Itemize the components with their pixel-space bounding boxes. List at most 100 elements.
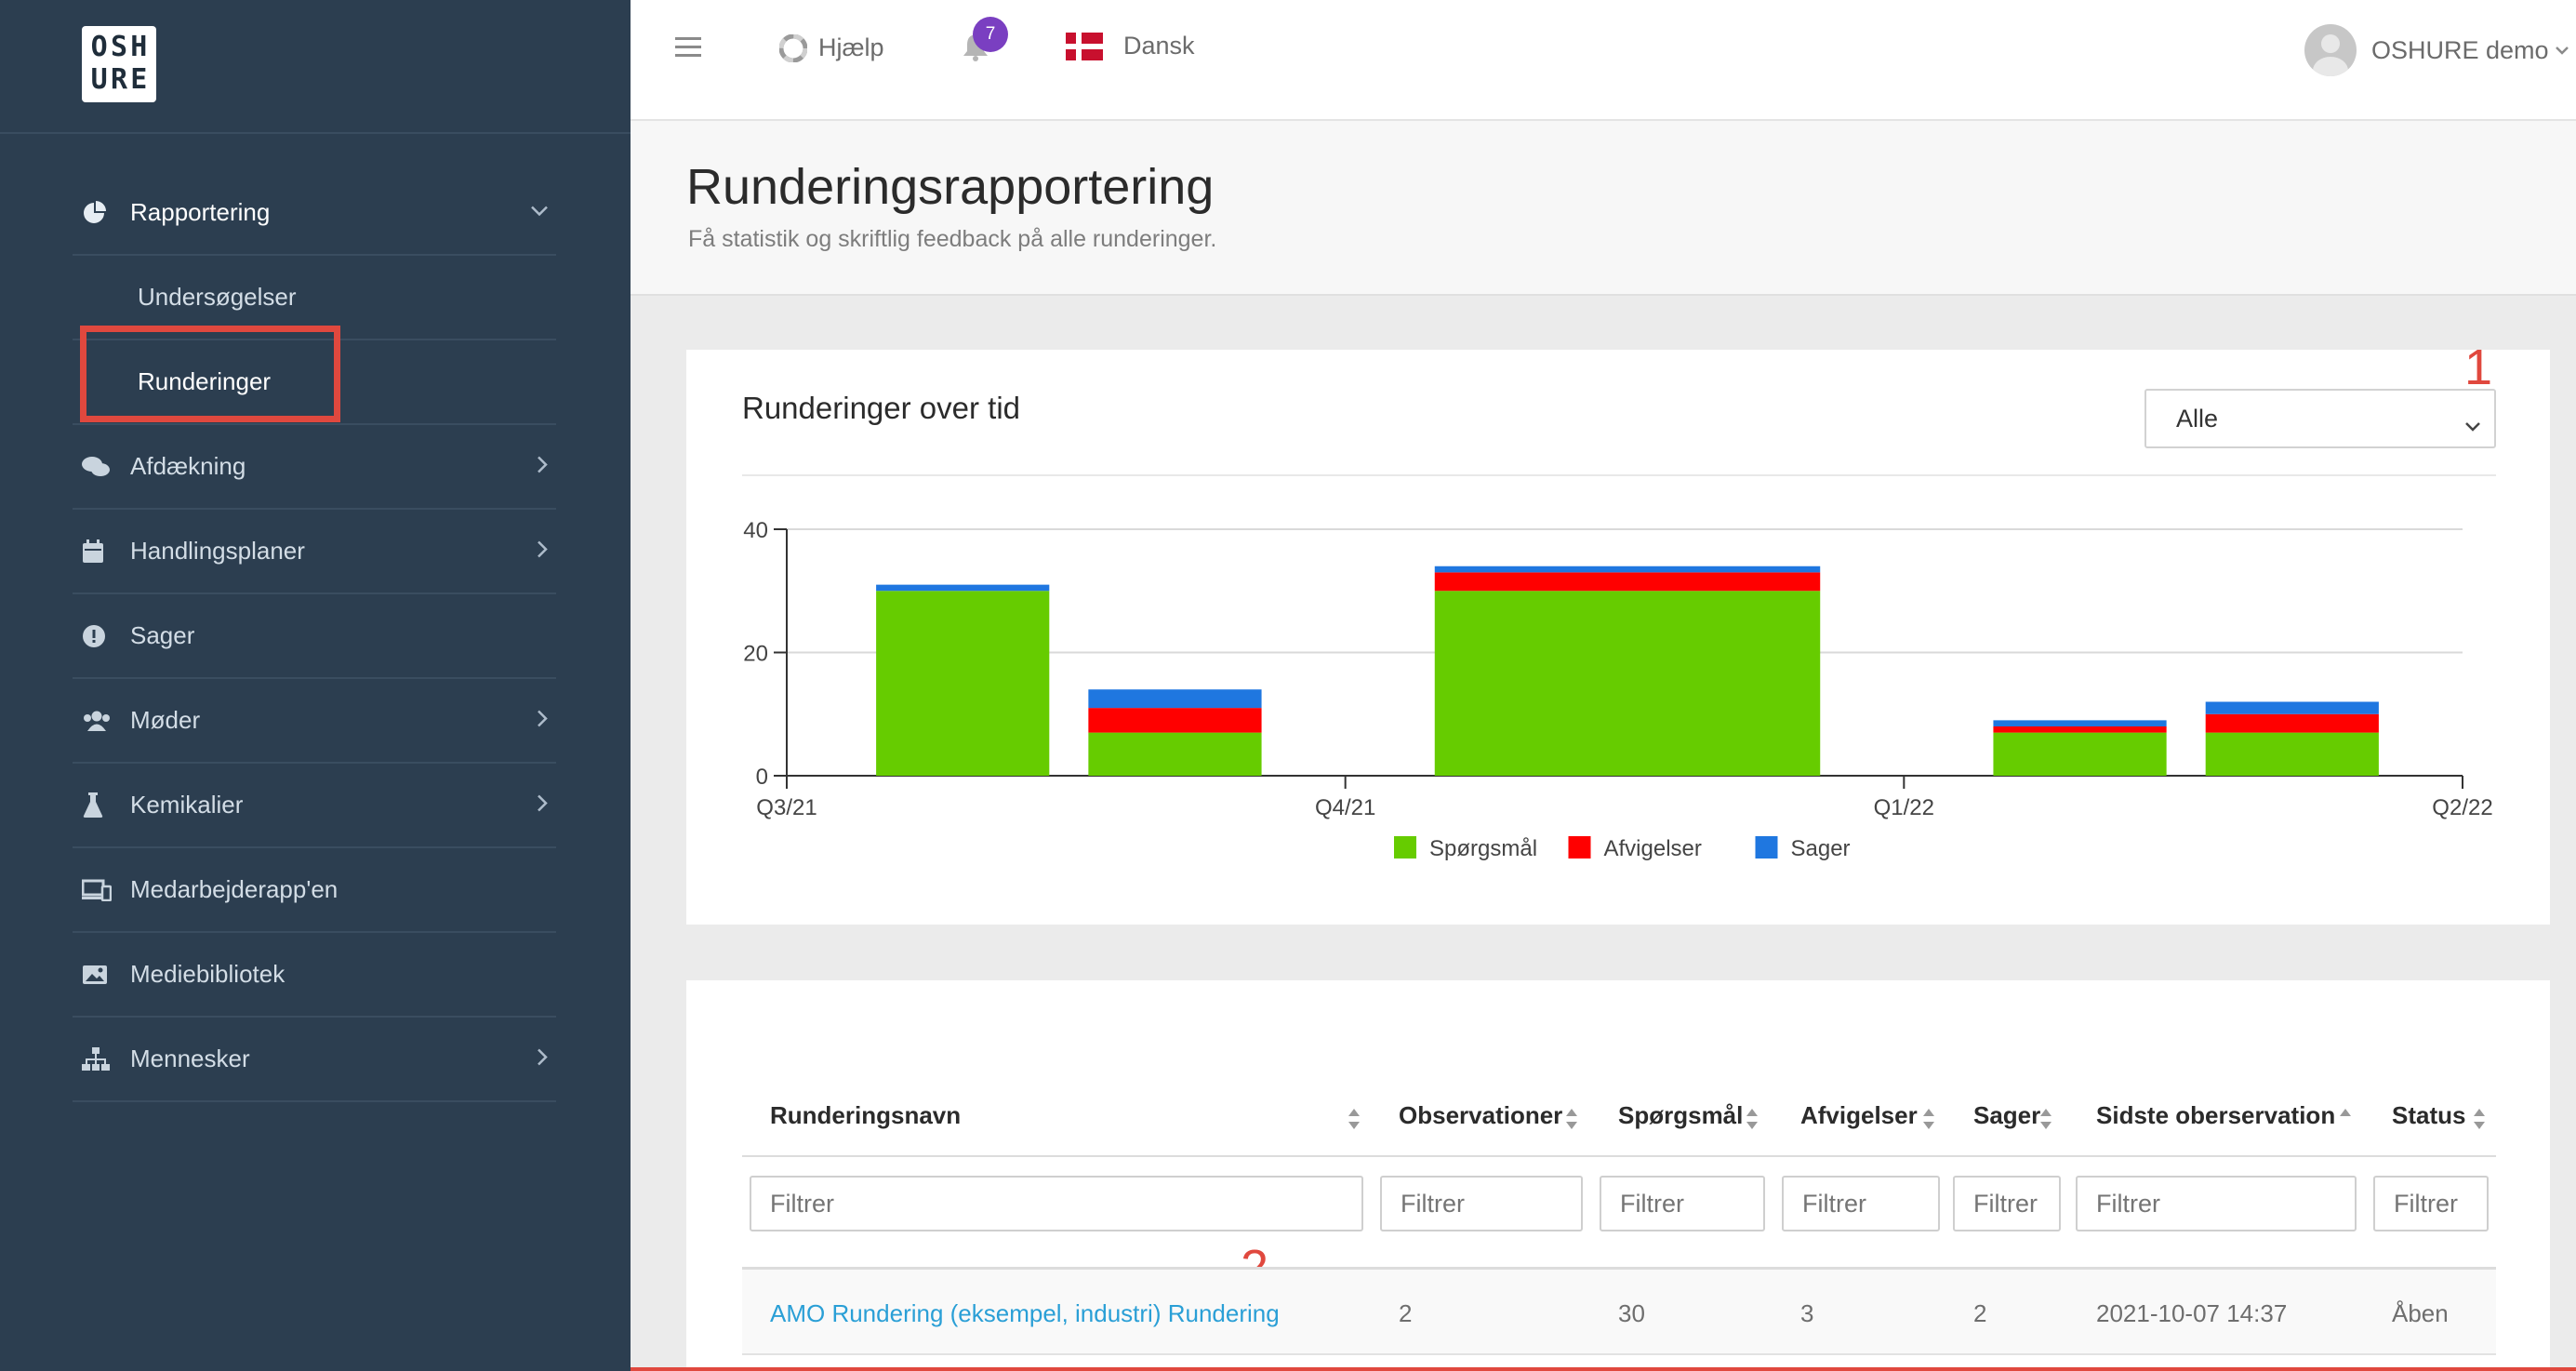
table-card: 2 Runderingsnavn Observationer Spørgsmål… — [686, 980, 2550, 1371]
legend-swatch — [1568, 836, 1591, 859]
sidebar-item-label: Undersøgelser — [138, 283, 297, 311]
pie-chart-icon — [73, 200, 130, 225]
cell-afvigelser: 3 — [1800, 1299, 1814, 1327]
sidebar-subitem-runderinger[interactable]: Runderinger — [73, 340, 556, 425]
devices-icon — [73, 879, 130, 901]
flask-icon — [73, 792, 130, 819]
cell-sidste-observation: 2021-10-07 14:37 — [2096, 1299, 2288, 1327]
topbar: Hjælp 7 Dansk OSHURE demo — [631, 0, 2576, 121]
table-row: AMO Rundering (eksempel, industri) Runde… — [742, 1270, 2496, 1355]
filter-input-runderingsnavn[interactable] — [750, 1176, 1363, 1231]
y-tick-label: 40 — [743, 518, 768, 543]
filter-input-spoergsmaal[interactable] — [1600, 1176, 1765, 1231]
sort-icon[interactable] — [2472, 1107, 2487, 1136]
y-tick-label: 0 — [756, 765, 768, 790]
column-header-runderingsnavn[interactable]: Runderingsnavn — [770, 1101, 962, 1129]
sort-icon[interactable] — [1921, 1107, 1936, 1136]
logo-letter: E — [130, 63, 148, 96]
filter-input-sager[interactable] — [1953, 1176, 2061, 1231]
sidebar-item-rapportering[interactable]: Rapportering — [73, 171, 556, 256]
sidebar-item-label: Handlingsplaner — [130, 537, 305, 565]
rundering-name-link[interactable]: AMO Rundering (eksempel, industri) Runde… — [770, 1299, 1280, 1327]
annotation-marker: 1 — [2464, 339, 2493, 395]
filter-input-status[interactable] — [2373, 1176, 2489, 1231]
logo-letter: O — [90, 31, 108, 63]
language-selector[interactable]: Dansk — [1066, 32, 1195, 60]
language-label: Dansk — [1123, 32, 1195, 60]
legend-swatch — [1755, 836, 1778, 859]
sidebar-item-sager[interactable]: Sager — [73, 594, 556, 679]
column-header-spoergsmaal[interactable]: Spørgsmål — [1618, 1101, 1744, 1129]
chart-card: Runderinger over tid 1 Alle 0 20 40 Q3/21 Q4… — [686, 339, 2550, 925]
filter-input-observationer[interactable] — [1380, 1176, 1583, 1231]
x-tick-label: Q2/22 — [2432, 795, 2492, 820]
filter-input-sidste-observation[interactable] — [2076, 1176, 2357, 1231]
sidebar-item-afdaekning[interactable]: Afdækning — [73, 425, 556, 510]
sidebar-item-handlingsplaner[interactable]: Handlingsplaner — [73, 510, 556, 594]
calendar-icon — [73, 539, 130, 564]
column-header-observationer[interactable]: Observationer — [1399, 1101, 1563, 1129]
hamburger-icon — [675, 35, 703, 64]
column-header-sidste-observation[interactable]: Sidste oberservation — [2096, 1101, 2336, 1129]
bar-segment — [1434, 572, 1821, 592]
bar-segment — [876, 591, 1050, 776]
sort-icon[interactable] — [2038, 1107, 2053, 1136]
bar-segment — [2205, 701, 2379, 714]
sidebar-item-mediebibliotek[interactable]: Mediebibliotek — [73, 933, 556, 1018]
annotation-highlight-box — [80, 326, 340, 422]
filter-input-afvigelser[interactable] — [1782, 1176, 1940, 1231]
legend-swatch — [1394, 836, 1416, 859]
page-header: Runderingsrapportering Få statistik og s… — [631, 121, 2576, 296]
hamburger-menu-button[interactable] — [675, 35, 703, 64]
sort-icon[interactable] — [1564, 1107, 1579, 1136]
sidebar-subitem-undersoegelser[interactable]: Undersøgelser — [73, 256, 556, 340]
sidebar-item-label: Medarbejderapp'en — [130, 875, 339, 903]
chevron-down-icon — [530, 204, 549, 221]
logo-area: O S H U R E — [0, 0, 631, 134]
column-header-afvigelser[interactable]: Afvigelser — [1800, 1101, 1918, 1129]
bar-segment — [2205, 732, 2379, 776]
help-link[interactable]: Hjælp — [779, 33, 884, 62]
chart-title: Runderinger over tid — [742, 391, 1020, 425]
logo-letter: R — [110, 63, 128, 96]
users-icon — [73, 710, 130, 732]
chevron-right-icon — [536, 455, 549, 478]
stacked-bar-chart: 0 20 40 Q3/21 Q4/21 Q1/22 Q2/22 Spørgsmål Afvige… — [743, 518, 2492, 861]
notification-count-badge: 7 — [973, 17, 1008, 52]
sidebar-item-label: Kemikalier — [130, 791, 244, 819]
sort-icon[interactable] — [1347, 1107, 1361, 1136]
logo-letter: H — [130, 31, 148, 63]
image-icon — [73, 964, 130, 986]
sidebar-item-kemikalier[interactable]: Kemikalier — [73, 764, 556, 848]
sidebar-item-mennesker[interactable]: Mennesker — [73, 1018, 556, 1102]
filter-select[interactable]: Alle — [2144, 389, 2496, 448]
column-header-status[interactable]: Status — [2392, 1101, 2466, 1129]
bar-segment — [1993, 732, 2167, 776]
page-subtitle: Få statistik og skriftlig feedback på al… — [688, 226, 1217, 252]
sidebar-item-label: Rapportering — [130, 198, 271, 226]
column-header-sager[interactable]: Sager — [1973, 1101, 2041, 1129]
logo-letter: U — [90, 63, 108, 96]
oshure-logo[interactable]: O S H U R E — [82, 26, 156, 102]
sidebar-item-label: Mennesker — [130, 1045, 250, 1072]
sidebar-item-medarbejderappen[interactable]: Medarbejderapp'en — [73, 848, 556, 933]
x-tick-label: Q3/21 — [756, 795, 817, 820]
user-name: OSHURE demo — [2371, 35, 2549, 64]
bar-segment — [2205, 713, 2379, 733]
legend-label: Afvigelser — [1604, 836, 1702, 861]
sidebar-item-moeder[interactable]: Møder — [73, 679, 556, 764]
bar-segment — [1434, 566, 1821, 573]
sort-icon[interactable] — [1745, 1107, 1759, 1136]
bar-segment — [1088, 689, 1262, 709]
bar-segment — [1088, 708, 1262, 733]
sidebar-item-label: Runderinger — [138, 367, 272, 395]
x-tick-label: Q4/21 — [1315, 795, 1375, 820]
sidebar-nav: Rapportering Undersøgelser Runderinger A… — [73, 171, 556, 1102]
user-menu[interactable]: OSHURE demo — [2304, 24, 2569, 76]
sort-ascending-icon[interactable] — [2338, 1107, 2353, 1136]
cell-status: Åben — [2392, 1299, 2449, 1327]
row-divider — [742, 1267, 2496, 1270]
x-tick-label: Q1/22 — [1874, 795, 1934, 820]
header-divider — [742, 1155, 2496, 1157]
sidebar-item-label: Sager — [130, 621, 195, 649]
